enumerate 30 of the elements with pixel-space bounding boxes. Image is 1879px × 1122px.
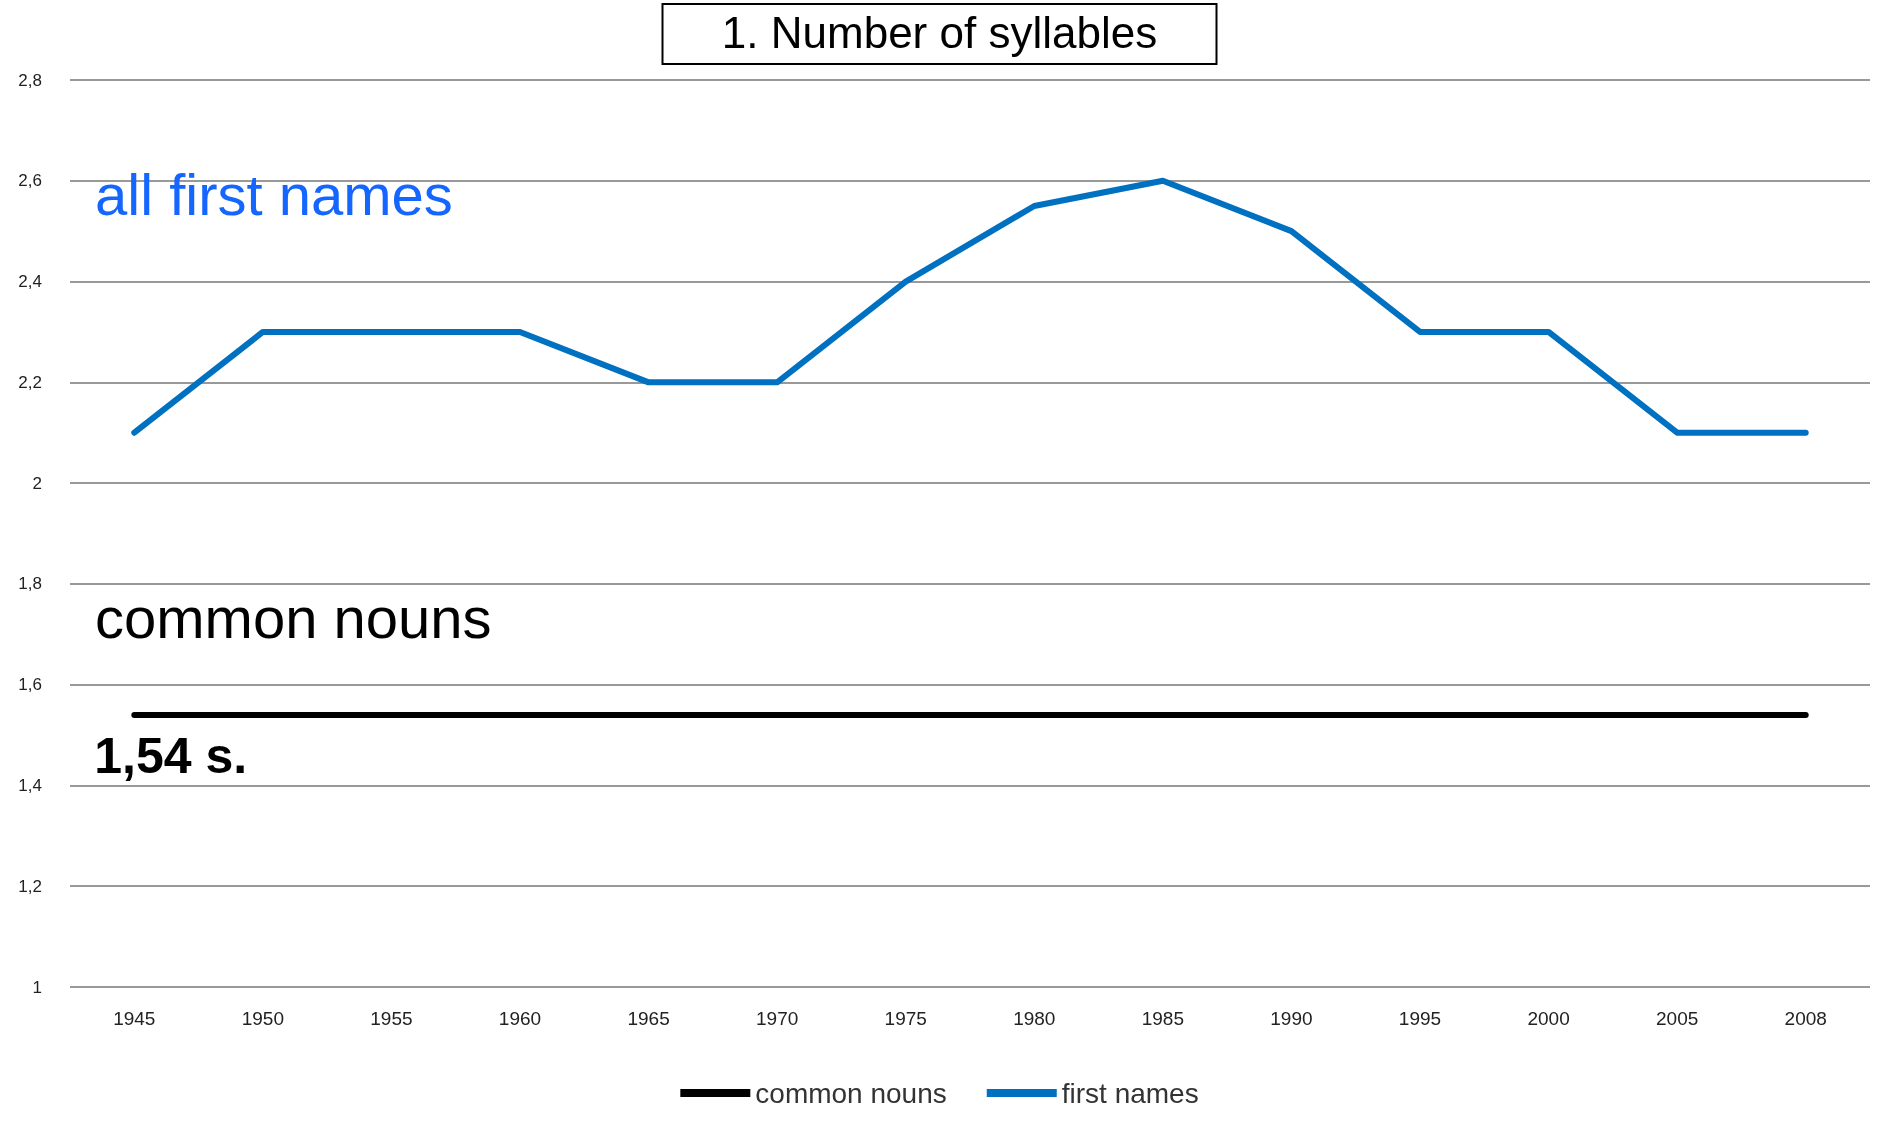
chart-title: 1. Number of syllables [721,7,1158,57]
annotation: all first names [95,161,453,227]
x-tick-label: 1950 [241,1008,284,1029]
y-tick-label: 2,6 [18,171,42,191]
x-tick-label: 2008 [1784,1008,1827,1029]
x-tick-label: 1945 [113,1008,156,1029]
legend-label: first names [1061,1077,1199,1109]
x-tick-label: 1965 [627,1008,670,1029]
x-tick-label: 2005 [1656,1008,1699,1029]
x-tick-label: 1985 [1141,1008,1184,1029]
x-tick-label: 1995 [1398,1008,1442,1029]
legend-label: common nouns [755,1077,947,1109]
y-tick-label: 1,2 [18,876,42,896]
y-tick-label: 1,6 [18,675,42,695]
x-tick-label: 1960 [498,1008,542,1029]
x-tick-label: 1955 [370,1008,413,1029]
annotation: common nouns [95,584,492,650]
x-tick-label: 2000 [1527,1008,1570,1029]
x-tick-label: 1990 [1270,1008,1313,1029]
x-tick-label: 1980 [1013,1008,1056,1029]
y-tick-label: 2,8 [18,70,42,90]
annotation: 1,54 s. [94,727,248,784]
y-tick-label: 2,2 [18,372,42,392]
y-tick-label: 1 [32,977,42,997]
x-tick-label: 1970 [756,1008,799,1029]
y-tick-label: 1,4 [18,775,42,795]
x-tick-label: 1975 [884,1008,927,1029]
y-tick-label: 1,8 [18,574,42,594]
y-tick-label: 2 [32,473,42,493]
y-tick-label: 2,4 [18,272,42,292]
